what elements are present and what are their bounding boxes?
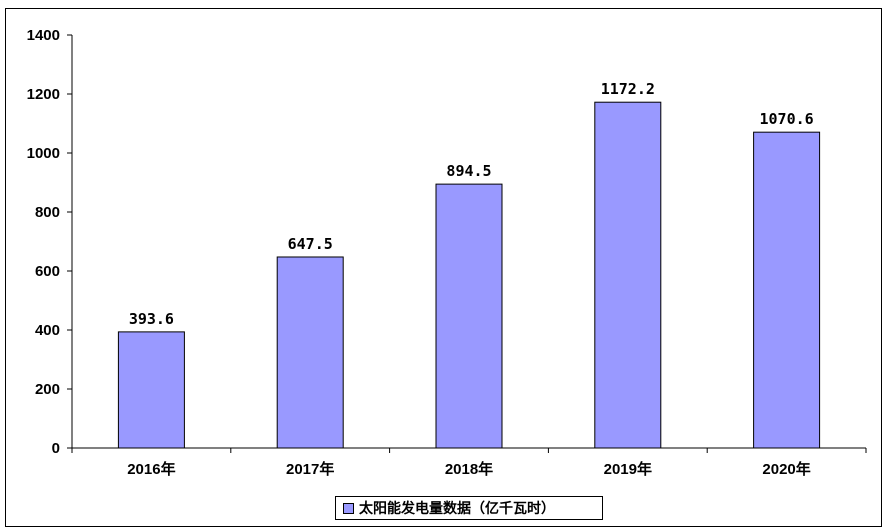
bar-value-label: 647.5 — [288, 235, 333, 253]
bar-value-label: 393.6 — [129, 310, 174, 328]
bar-series — [117, 101, 821, 449]
bar-value-label: 1070.6 — [760, 110, 814, 128]
y-tick-label: 1400 — [27, 27, 60, 44]
x-tick-label: 2018年 — [445, 460, 493, 478]
x-tick-label: 2016年 — [127, 460, 175, 478]
legend-swatch — [343, 502, 354, 514]
y-tick-label: 400 — [35, 322, 60, 339]
bar — [594, 101, 662, 449]
bar — [435, 183, 503, 449]
y-tick-label: 800 — [35, 204, 60, 221]
y-tick-label: 1000 — [27, 145, 60, 162]
x-axis: 2016年 2017年 2018年 2019年 2020年 — [71, 447, 867, 478]
bar — [117, 331, 185, 449]
y-axis: 0 200 400 600 800 1000 1200 1400 — [27, 27, 73, 457]
x-tick-label: 2020年 — [762, 460, 810, 478]
legend: 太阳能发电量数据（亿千瓦时） — [335, 496, 603, 520]
y-tick-label: 600 — [35, 263, 60, 280]
bar — [753, 131, 821, 449]
x-tick-label: 2019年 — [604, 460, 652, 478]
y-tick-label: 200 — [35, 381, 60, 398]
legend-label: 太阳能发电量数据（亿千瓦时） — [359, 501, 555, 517]
bar-value-label: 1172.2 — [601, 80, 655, 98]
bar — [276, 256, 344, 449]
data-labels: 393.6 647.5 894.5 1172.2 1070.6 — [129, 80, 814, 328]
bar-value-label: 894.5 — [446, 162, 491, 180]
y-tick-label: 1200 — [27, 86, 60, 103]
x-tick-label: 2017年 — [286, 460, 334, 478]
y-tick-label: 0 — [52, 440, 60, 457]
